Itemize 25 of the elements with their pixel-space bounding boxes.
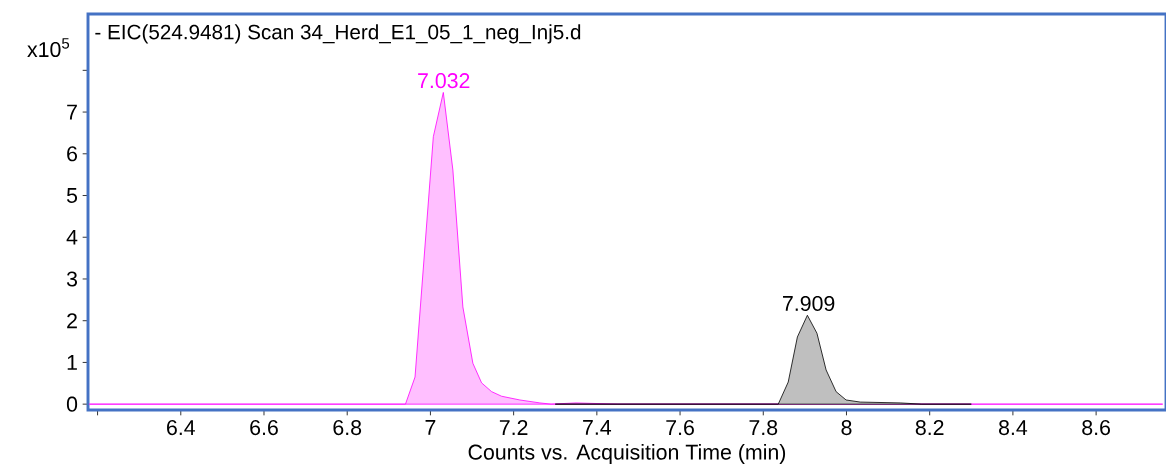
x-axis-title: Counts vs. Acquisition Time (min) bbox=[468, 444, 786, 464]
x-tick-label: 7 bbox=[425, 420, 436, 435]
x-tick-label: 7.8 bbox=[749, 420, 778, 436]
x-tick-label: 7.4 bbox=[583, 420, 612, 435]
x-tick-label: 8.4 bbox=[999, 420, 1028, 436]
annotation: 7.909 bbox=[783, 295, 835, 312]
y-tick-label: 7 bbox=[67, 104, 77, 120]
x-tick-label: 8.6 bbox=[1082, 420, 1110, 436]
y-tick-label: 4 bbox=[66, 229, 78, 245]
x-tick-label: 8 bbox=[841, 420, 852, 436]
x-tick-label: 6.4 bbox=[167, 420, 195, 436]
x-tick-label: 6.8 bbox=[333, 420, 362, 436]
x-tick-label: 6.6 bbox=[250, 420, 278, 436]
y-tick-label: 3 bbox=[66, 271, 78, 287]
y-tick-label: 6 bbox=[67, 146, 78, 162]
y-tick-label: 1 bbox=[67, 355, 77, 370]
annotation: 7.032 bbox=[418, 73, 470, 89]
x-tick-label: 8.2 bbox=[915, 420, 944, 436]
y-axis-title: x10$^{5}$ bbox=[27, 38, 70, 58]
y-tick-label: 0 bbox=[66, 396, 78, 412]
y-tick-label: 5 bbox=[66, 188, 78, 203]
x-tick-label: 7.2 bbox=[499, 420, 528, 435]
x-tick-label: 7.6 bbox=[666, 420, 694, 436]
chart-title: - EIC(524.9481) Scan 34_Herd_E1_05_1_neg_Inj5.d bbox=[95, 24, 581, 44]
y-tick-label: 2 bbox=[67, 313, 77, 329]
